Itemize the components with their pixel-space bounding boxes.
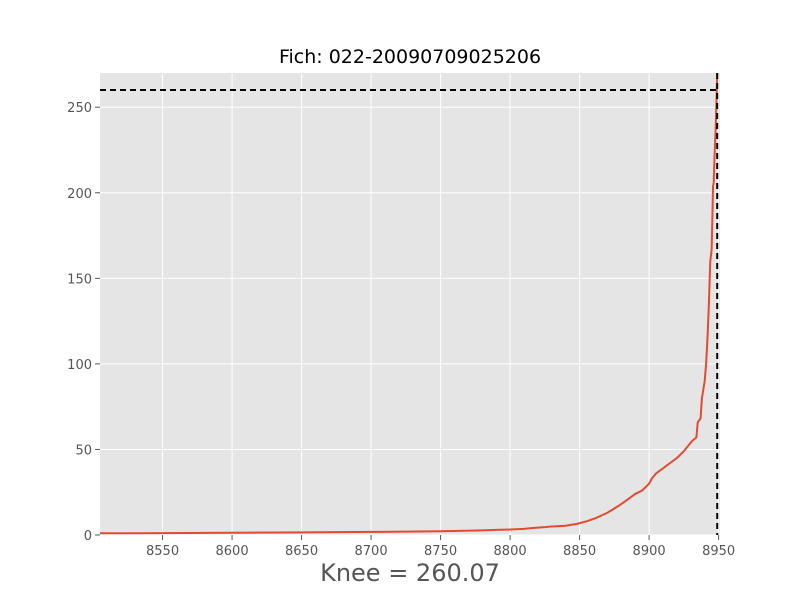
x-tick-label: 8550: [146, 544, 179, 559]
x-tick-label: 8950: [702, 544, 735, 559]
chart-title: Fich: 022-20090709025206: [279, 46, 541, 68]
x-tick-label: 8600: [216, 544, 249, 559]
x-tick-label: 8700: [355, 544, 388, 559]
y-tick-label: 100: [67, 358, 92, 373]
y-tick-label: 50: [75, 443, 92, 458]
x-tick-label: 8850: [563, 544, 596, 559]
plot-area: [100, 73, 720, 535]
y-tick-label: 150: [67, 272, 92, 287]
y-tick-label: 200: [67, 187, 92, 202]
x-axis-label: Knee = 260.07: [320, 559, 500, 587]
x-tick-label: 8800: [494, 544, 527, 559]
grid: [100, 73, 720, 536]
y-tick-label: 0: [84, 529, 92, 544]
x-tick-label: 8900: [633, 544, 666, 559]
series-line: [100, 73, 719, 535]
x-tick-label: 8650: [285, 544, 318, 559]
y-tick-label: 250: [67, 101, 92, 116]
x-tick-label: 8750: [424, 544, 457, 559]
